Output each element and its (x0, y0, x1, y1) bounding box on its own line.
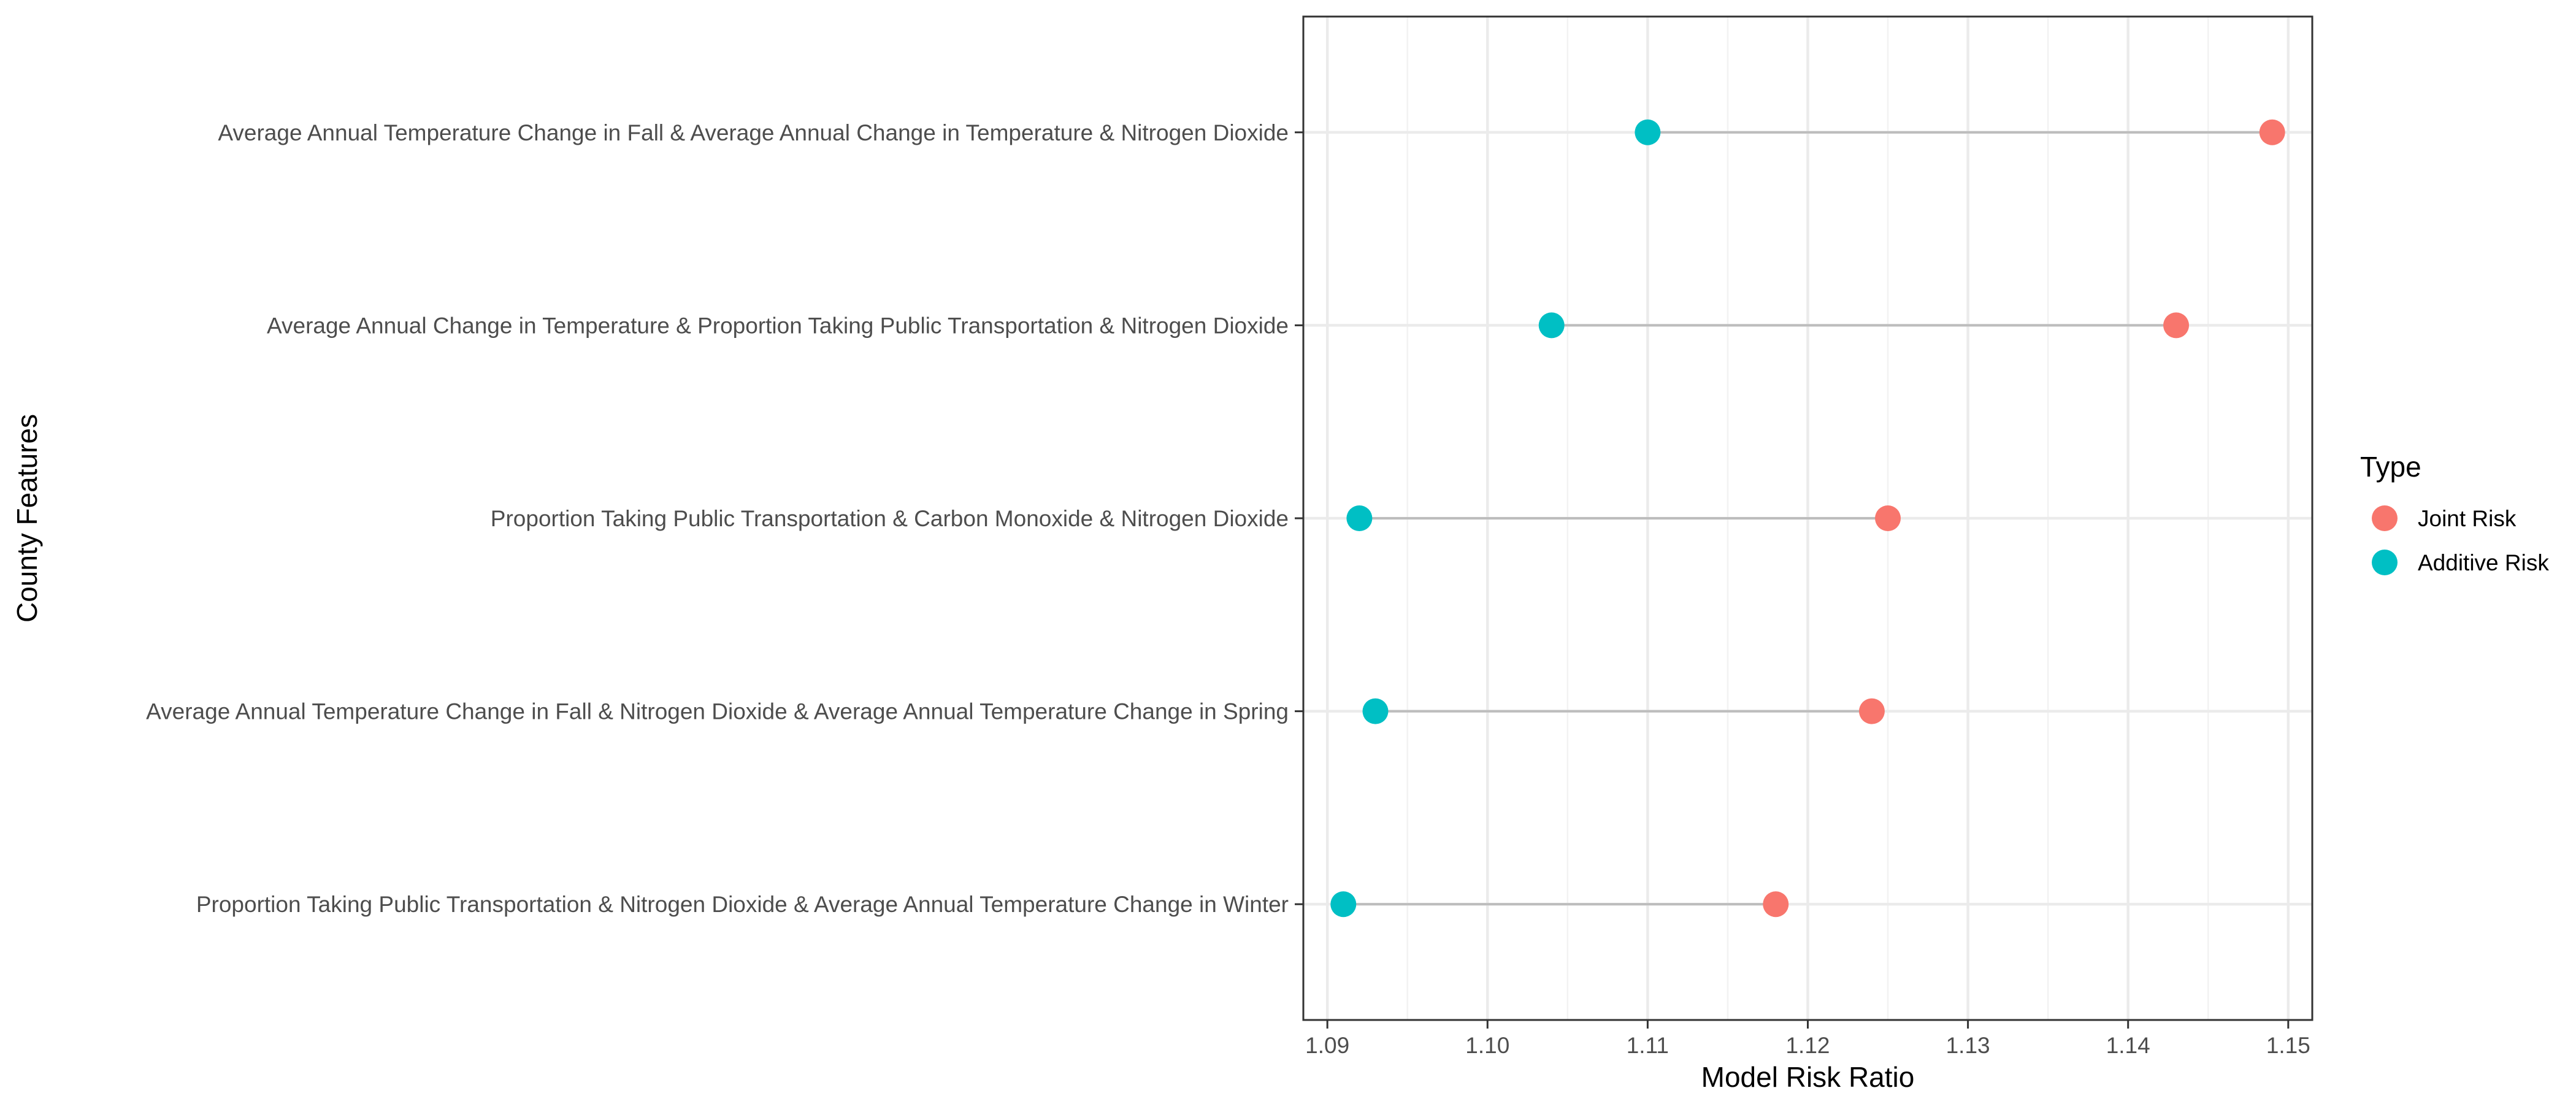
y-category-label: Average Annual Temperature Change in Fal… (146, 699, 1289, 724)
x-tick-label: 1.14 (2106, 1033, 2150, 1058)
legend-title: Type (2360, 451, 2421, 483)
y-axis-title: County Features (11, 414, 43, 623)
legend-key (2372, 550, 2398, 575)
x-tick-label: 1.10 (1465, 1033, 1509, 1058)
x-tick-label: 1.15 (2266, 1033, 2310, 1058)
y-category-label: Average Annual Change in Temperature & P… (267, 313, 1289, 338)
additive-risk-point (1330, 891, 1357, 918)
y-category-label: Proportion Taking Public Transportation … (196, 892, 1289, 917)
additive-risk-point (1346, 505, 1373, 531)
legend-label: Joint Risk (2418, 506, 2517, 531)
joint-risk-point (1763, 891, 1789, 918)
x-tick-label: 1.11 (1627, 1033, 1669, 1058)
additive-risk-point (1538, 312, 1565, 339)
y-category-label: Proportion Taking Public Transportation … (491, 506, 1289, 531)
x-axis-title: Model Risk Ratio (1701, 1061, 1915, 1093)
additive-risk-point (1635, 119, 1661, 145)
x-tick-label: 1.09 (1305, 1033, 1349, 1058)
joint-risk-point (2259, 119, 2285, 145)
additive-risk-point (1362, 698, 1389, 724)
joint-risk-point (1858, 698, 1885, 724)
legend-label: Additive Risk (2418, 550, 2549, 575)
x-tick-label: 1.13 (1946, 1033, 1990, 1058)
legend-key (2372, 505, 2398, 531)
y-category-label: Average Annual Temperature Change in Fal… (218, 120, 1289, 145)
joint-risk-point (2163, 312, 2190, 339)
joint-risk-point (1875, 505, 1901, 531)
x-tick-label: 1.12 (1785, 1033, 1830, 1058)
